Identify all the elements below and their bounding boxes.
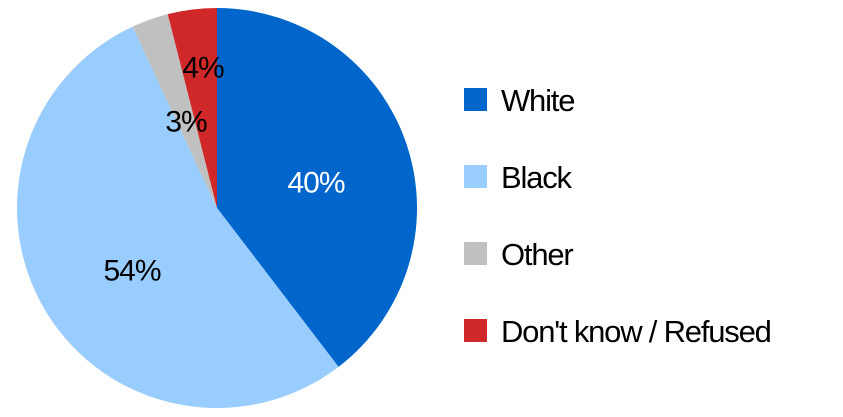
data-label-other: 3% <box>165 106 207 139</box>
data-label-don-t-know-refused: 4% <box>182 52 224 85</box>
pie-slices <box>17 7 418 409</box>
data-label-black: 54% <box>103 255 160 288</box>
pie-slice-white <box>217 7 418 367</box>
legend-label-other: Other <box>501 237 573 272</box>
legend-label-don-t-know-refused: Don't know / Refused <box>501 314 771 349</box>
legend-swatch-black <box>464 165 487 188</box>
legend-label-black: Black <box>501 160 573 195</box>
pie-slice-don-t-know-refused <box>167 7 217 208</box>
pie-slice-labels: 40% 54% 3% 4% <box>103 52 345 288</box>
legend-label-white: White <box>501 83 574 118</box>
legend: White Black Other Don't know / Refused <box>464 83 772 349</box>
data-label-white: 40% <box>287 167 344 200</box>
legend-swatch-other <box>464 242 487 265</box>
legend-swatch-white <box>464 88 487 111</box>
pie-slice-other <box>132 14 217 208</box>
pie-slice-black <box>17 26 339 409</box>
legend-swatch-don-t-know-refused <box>464 319 487 342</box>
